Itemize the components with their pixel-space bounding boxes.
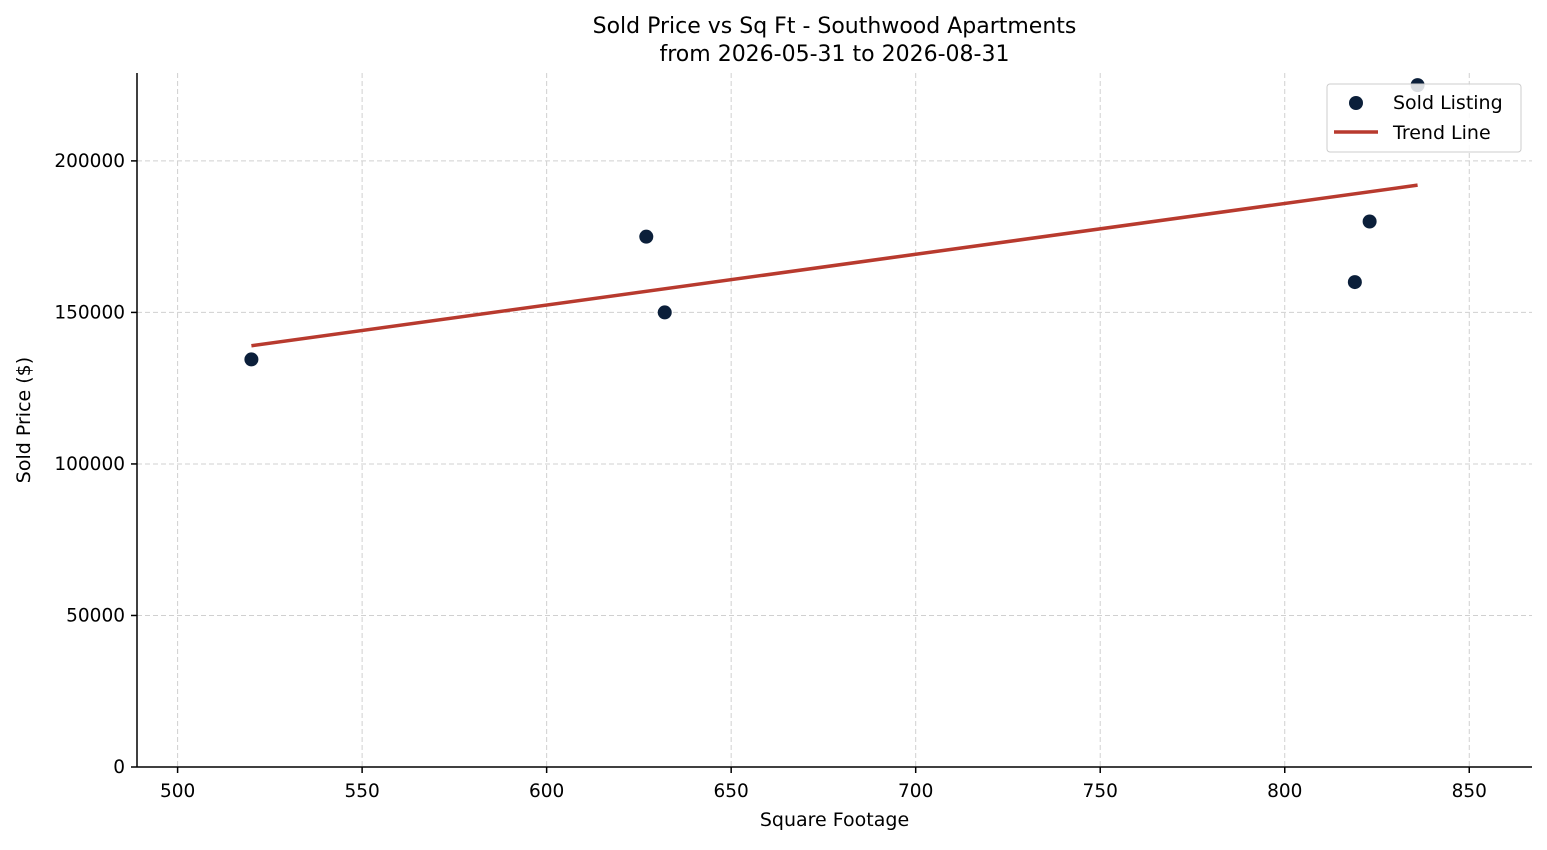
series-trend-line (251, 183, 1418, 348)
y-tick-label: 150000 (54, 302, 125, 323)
y-tick-label: 100000 (54, 454, 125, 475)
y-tick-label: 50000 (66, 605, 125, 626)
data-point (244, 352, 259, 367)
legend: Sold Listing Trend Line (1326, 83, 1522, 153)
x-tick-label: 550 (344, 781, 379, 802)
data-point (1347, 275, 1362, 290)
axes (136, 73, 1532, 768)
y-tick-label: 0 (113, 757, 125, 778)
x-tick-label: 500 (160, 781, 195, 802)
grid (137, 73, 1532, 767)
legend-label-sold-listing: Sold Listing (1393, 92, 1503, 114)
x-tick-label: 850 (1452, 781, 1487, 802)
x-tick-label: 650 (714, 781, 749, 802)
legend-label-trend-line: Trend Line (1392, 122, 1491, 144)
y-axis-label: Sold Price ($) (13, 357, 35, 483)
chart-title: Sold Price vs Sq Ft - Southwood Apartmen… (593, 14, 1077, 39)
legend-marker-sold-listing (1349, 96, 1363, 110)
legend-box (1326, 83, 1522, 153)
data-series (244, 78, 1425, 367)
x-tick-label: 700 (898, 781, 933, 802)
tick-labels: 500 550 600 650 700 750 800 850 0 50000 100000 1500… (54, 151, 1487, 802)
data-point (657, 305, 672, 320)
x-tick-label: 800 (1267, 781, 1302, 802)
data-point (1362, 214, 1377, 229)
x-tick-label: 600 (529, 781, 564, 802)
x-tick-label: 750 (1083, 781, 1118, 802)
y-tick-label: 200000 (54, 151, 125, 172)
chart-subtitle: from 2026-05-31 to 2026-08-31 (660, 42, 1010, 67)
x-axis-label: Square Footage (760, 809, 909, 831)
trend-line (251, 183, 1418, 348)
data-point (639, 229, 654, 244)
